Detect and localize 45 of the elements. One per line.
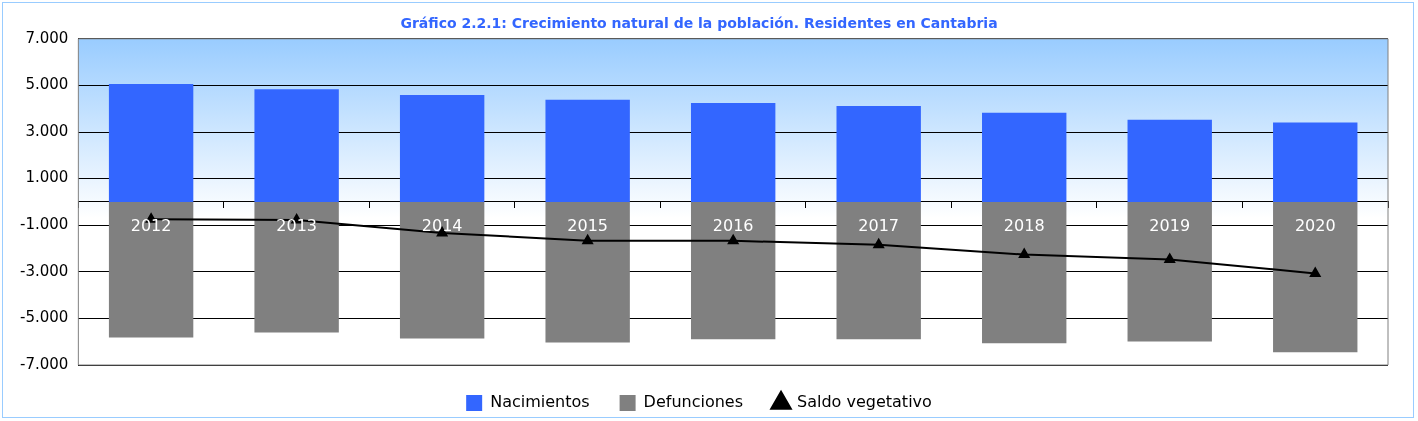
- y-tick-label: 7.000: [25, 28, 69, 47]
- bar: [545, 201, 630, 343]
- chart-title: Gráfico 2.2.1: Crecimiento natural de la población. Residentes en Cantabria: [400, 15, 998, 32]
- point: [1309, 267, 1321, 277]
- bar: [982, 112, 1067, 202]
- y-tick-label: 1.000: [25, 168, 69, 187]
- point: [727, 234, 739, 245]
- legend-label: Defunciones: [643, 392, 744, 412]
- bar: [1273, 122, 1358, 202]
- x-tick-label: 2016: [712, 216, 754, 236]
- bar: [254, 201, 339, 333]
- bar: [399, 201, 485, 339]
- bar: [836, 201, 921, 340]
- bar: [108, 84, 194, 202]
- y-tick-label: 3.000: [25, 121, 69, 140]
- y-tick-label: -7.000: [20, 354, 69, 373]
- bar: [836, 105, 921, 202]
- legend-label: Saldo vegetativo: [797, 392, 932, 412]
- point: [1018, 248, 1030, 259]
- bar: [690, 201, 776, 340]
- x-tick-label: 2015: [567, 216, 609, 236]
- x-tick-label: 2018: [1003, 216, 1045, 236]
- x-tick-label: 2013: [276, 216, 317, 236]
- bar: [545, 99, 630, 202]
- bar: [254, 89, 339, 202]
- legend-label: Nacimientos: [490, 392, 590, 412]
- bar: [690, 102, 776, 202]
- x-tick-label: 2019: [1149, 216, 1191, 236]
- point: [1164, 253, 1176, 263]
- bar: [1127, 201, 1212, 342]
- x-tick-label: 2020: [1294, 216, 1336, 236]
- y-tick-label: -3.000: [20, 261, 69, 280]
- point: [582, 234, 593, 245]
- y-tick-label: 5.000: [25, 75, 69, 94]
- bar: [399, 94, 485, 202]
- bar: [1127, 119, 1212, 202]
- bar: [1273, 201, 1358, 353]
- y-tick-label: -1.000: [20, 215, 69, 234]
- y-tick-label: -5.000: [20, 308, 69, 327]
- x-tick-label: 2012: [130, 216, 172, 236]
- bar: [982, 201, 1067, 344]
- bar: [108, 201, 194, 338]
- x-tick-label: 2014: [421, 216, 463, 236]
- x-tick-label: 2017: [858, 216, 900, 236]
- point: [873, 238, 885, 249]
